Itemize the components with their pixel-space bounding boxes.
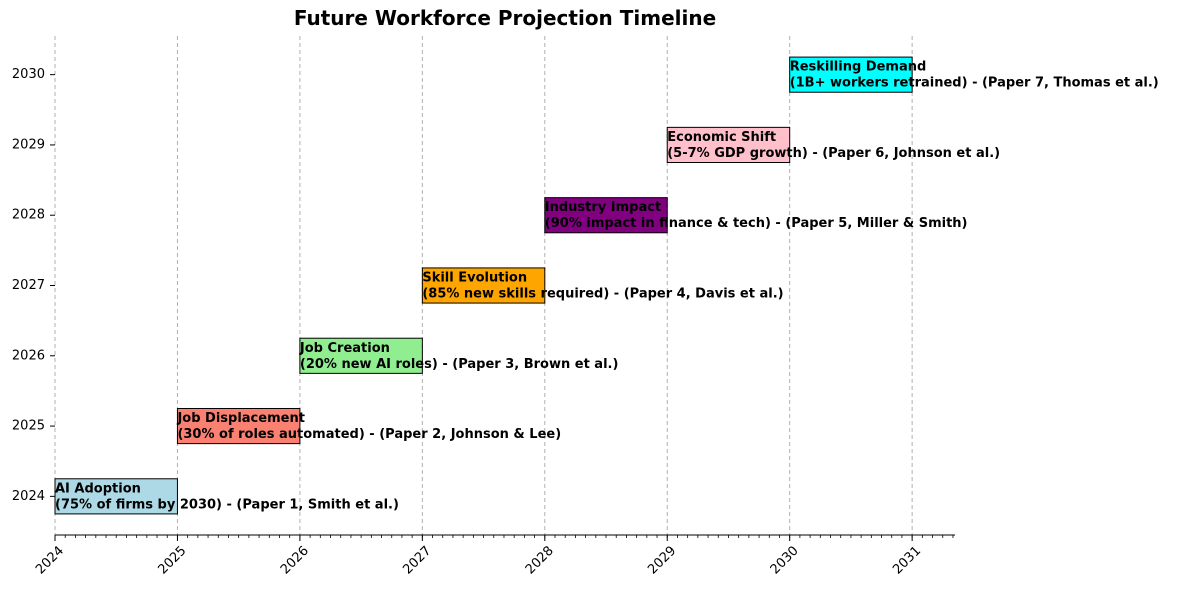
bar-label-detail: (85% new skills required) - (Paper 4, Da… — [422, 287, 783, 302]
timeline-bar — [789, 56, 913, 93]
bar-label-title: Job Displacement — [176, 411, 304, 426]
bar-label-detail: (30% of roles automated) - (Paper 2, Joh… — [177, 427, 561, 442]
chart-title: Future Workforce Projection Timeline — [293, 6, 717, 30]
timeline-bar — [666, 126, 791, 164]
x-tick-label: 2027 — [400, 543, 434, 577]
x-tick-label: 2025 — [155, 543, 189, 577]
bar-label-title: Economic Shift — [667, 130, 776, 145]
bar-label-detail: (5-7% GDP growth) - (Paper 6, Johnson et… — [667, 146, 1000, 161]
bar-label-detail: (75% of firms by 2030) - (Paper 1, Smith… — [55, 497, 399, 512]
x-tick-label: 2031 — [890, 543, 924, 577]
y-tick-label: 2029 — [12, 137, 45, 152]
x-tick-label: 2029 — [645, 543, 679, 577]
y-tick-label: 2026 — [12, 348, 45, 363]
bar-label-title: Reskilling Demand — [790, 60, 927, 75]
bar-label-detail: (20% new AI roles) - (Paper 3, Brown et … — [300, 357, 619, 372]
timeline-bar — [421, 267, 546, 304]
x-tick-label: 2028 — [523, 543, 557, 577]
x-tick-label: 2030 — [768, 543, 802, 577]
y-tick-label: 2030 — [12, 67, 45, 82]
timeline-bar — [299, 337, 423, 374]
bar-label-detail: (1B+ workers retrained) - (Paper 7, Thom… — [790, 76, 1159, 91]
y-tick-label: 2028 — [12, 208, 45, 223]
x-tick-label: 2024 — [33, 543, 67, 577]
bar-label-title: AI Adoption — [55, 481, 141, 496]
y-tick-label: 2024 — [12, 489, 45, 504]
timeline-bar — [54, 478, 178, 515]
timeline-bar — [176, 407, 301, 445]
bar-label-title: Job Creation — [299, 341, 390, 356]
bar-label-title: Industry Impact — [545, 200, 661, 215]
bar-label-detail: (90% impact in finance & tech) - (Paper … — [545, 216, 968, 231]
x-tick-label: 2026 — [278, 543, 312, 577]
y-tick-label: 2025 — [12, 419, 45, 434]
y-tick-label: 2027 — [12, 278, 45, 293]
timeline-bar — [544, 197, 668, 234]
bar-label-title: Skill Evolution — [422, 271, 527, 286]
